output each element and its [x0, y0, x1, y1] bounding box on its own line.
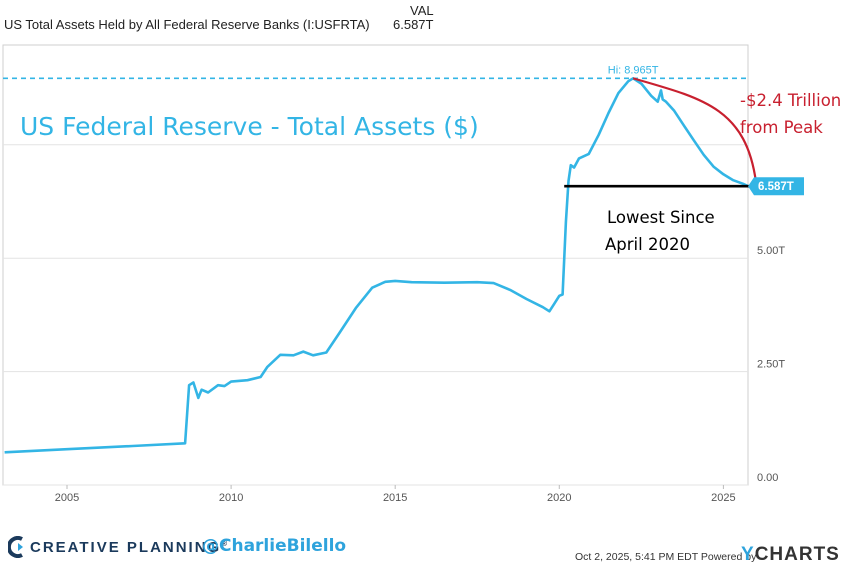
y-tick-label: 5.00T: [757, 245, 785, 257]
brand-name: CREATIVE PLANNING®: [30, 539, 227, 556]
lowest-label-line2: April 2020: [605, 235, 690, 254]
x-tick-label: 2010: [219, 492, 243, 504]
y-tick-label: 2.50T: [757, 359, 785, 371]
decline-label-line2: from Peak: [740, 118, 823, 137]
current-value-tag-bg: [748, 177, 804, 196]
creative-planning-logo-icon: [8, 536, 23, 558]
grid: [3, 144, 748, 486]
x-axis-ticks: 2005 2010 2015 2020 2025: [55, 485, 736, 504]
ycharts-logo-rest: CHARTS: [754, 544, 840, 565]
legend-series-label: US Total Assets Held by All Federal Rese…: [4, 17, 370, 32]
chart-title: US Federal Reserve - Total Assets ($): [20, 112, 479, 141]
series-line: [4, 77, 749, 454]
brand-mark: ®: [221, 539, 228, 548]
x-tick-label: 2020: [547, 492, 571, 504]
twitter-handle: @CharlieBilello: [202, 536, 347, 556]
current-value-tag: 6.587T: [748, 177, 804, 196]
legend-value-header: VAL: [410, 3, 434, 18]
x-tick-label: 2025: [711, 492, 735, 504]
footer: CREATIVE PLANNING® @CharlieBilello Oct 2…: [0, 530, 853, 566]
brand-name-text: CREATIVE PLANNING: [30, 539, 222, 556]
y-tick-label: 0.00: [757, 472, 778, 484]
lowest-label-line1: Lowest Since: [607, 208, 715, 227]
ycharts-logo-y: Y: [741, 544, 755, 565]
decline-arrow: [632, 77, 758, 183]
current-value-tag-text: 6.587T: [758, 181, 794, 193]
timestamp: Oct 2, 2025, 5:41 PM EDT Powered by: [575, 551, 757, 563]
legend-value: 6.587T: [393, 17, 434, 32]
decline-label-line1: -$2.4 Trillion: [740, 91, 841, 110]
chart: 0.00 2.50T 5.00T 2005 2010 2015 2020 2025 Hi: …: [2, 44, 841, 504]
x-tick-label: 2015: [383, 492, 407, 504]
plot-area: [2, 44, 749, 486]
y-axis-ticks: 0.00 2.50T 5.00T: [757, 245, 785, 484]
high-label: Hi: 8.965T: [608, 64, 659, 76]
x-tick-label: 2005: [55, 492, 79, 504]
ycharts-logo: YCHARTS: [741, 544, 840, 566]
